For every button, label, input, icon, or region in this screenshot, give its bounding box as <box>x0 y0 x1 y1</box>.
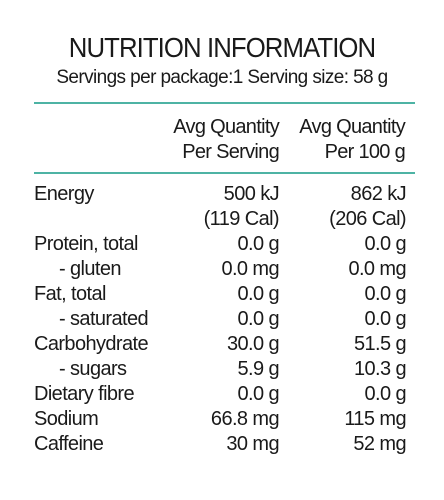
per-serving-value: 0.0 mg <box>221 258 279 280</box>
panel-title: NUTRITION INFORMATION <box>68 32 376 63</box>
nutrient-name: Fat, total <box>34 283 106 305</box>
nutrient-name: Caffeine <box>34 433 104 455</box>
per-serving-value: 0.0 g <box>237 308 280 330</box>
per-serving-value: 30.0 g <box>226 333 280 355</box>
nutrient-name: - sugars <box>59 358 127 380</box>
per-100g-value: 115 mg <box>344 408 406 430</box>
nutrient-row: - saturated 0.0 g 0.0 g <box>34 307 407 332</box>
column-header-line: Per 100 g <box>324 141 406 163</box>
nutrient-name: Sodium <box>34 408 99 430</box>
per-serving-value: 66.8 mg <box>210 408 280 430</box>
nutrient-name: Protein, total <box>34 233 138 255</box>
nutrient-row: Fat, total 0.0 g 0.0 g <box>34 282 407 307</box>
per-serving-value: 0.0 g <box>237 283 280 305</box>
per-serving-value: 30 mg <box>226 433 279 455</box>
column-header-line: Per Serving <box>182 141 279 163</box>
column-header-per-serving: Avg Quantity Per Serving <box>173 115 279 165</box>
nutrient-table: Energy 500 kJ 862 kJ (119 Cal) (206 Cal) Prot… <box>34 182 407 457</box>
column-header-per-100g: Avg Quantity Per 100 g <box>299 115 405 165</box>
nutrient-row: Protein, total 0.0 g 0.0 g <box>34 232 407 257</box>
per-serving-value: 0.0 g <box>237 233 280 255</box>
nutrient-name: - gluten <box>59 258 122 280</box>
per-100g-value: (206 Cal) <box>329 208 406 230</box>
per-100g-value: 51.5 g <box>353 333 407 355</box>
nutrient-row: (119 Cal) (206 Cal) <box>34 207 407 232</box>
nutrient-row: - gluten 0.0 mg 0.0 mg <box>34 257 407 282</box>
nutrient-name: - saturated <box>59 308 149 330</box>
nutrient-row: - sugars 5.9 g 10.3 g <box>34 357 407 382</box>
nutrient-row: Dietary fibre 0.0 g 0.0 g <box>34 382 407 407</box>
per-serving-value: 0.0 g <box>237 383 280 405</box>
per-serving-value: 500 kJ <box>223 183 280 205</box>
per-100g-value: 0.0 g <box>364 233 407 255</box>
per-100g-value: 0.0 g <box>364 283 407 305</box>
per-100g-value: 0.0 g <box>364 308 407 330</box>
header-divider <box>34 172 415 174</box>
per-100g-value: 52 mg <box>353 433 406 455</box>
nutrient-name: Dietary fibre <box>34 383 135 405</box>
per-100g-value: 0.0 mg <box>348 258 406 280</box>
servings-info: Servings per package:1 Serving size: 58 … <box>56 67 388 88</box>
nutrient-name: Energy <box>34 183 94 205</box>
per-serving-value: 5.9 g <box>237 358 280 380</box>
column-header-line: Avg Quantity <box>173 116 279 138</box>
per-100g-value: 10.3 g <box>353 358 407 380</box>
nutrient-row: Energy 500 kJ 862 kJ <box>34 182 407 207</box>
per-100g-value: 0.0 g <box>364 383 407 405</box>
nutrient-row: Caffeine 30 mg 52 mg <box>34 432 407 457</box>
per-100g-value: 862 kJ <box>350 183 407 205</box>
nutrient-row: Sodium 66.8 mg 115 mg <box>34 407 407 432</box>
nutrient-row: Carbohydrate 30.0 g 51.5 g <box>34 332 407 357</box>
nutrient-name: Carbohydrate <box>34 333 149 355</box>
top-divider <box>34 102 415 104</box>
column-header-line: Avg Quantity <box>299 116 405 138</box>
per-serving-value: (119 Cal) <box>203 208 280 230</box>
